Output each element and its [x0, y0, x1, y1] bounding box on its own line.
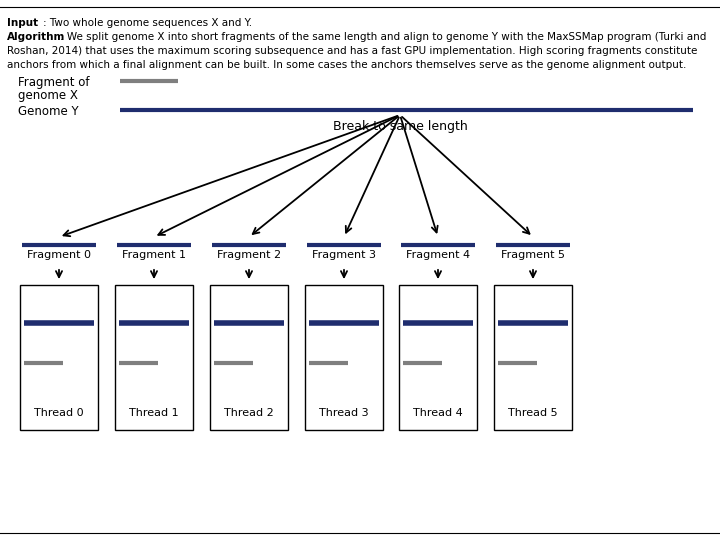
- Text: Fragment of: Fragment of: [18, 76, 89, 89]
- Text: Fragment 3: Fragment 3: [312, 250, 376, 260]
- Text: Thread 1: Thread 1: [129, 408, 179, 418]
- Text: Fragment 5: Fragment 5: [501, 250, 565, 260]
- Text: Thread 5: Thread 5: [508, 408, 558, 418]
- Bar: [399, 285, 477, 430]
- Text: Roshan, 2014) that uses the maximum scoring subsequence and has a fast GPU imple: Roshan, 2014) that uses the maximum scor…: [7, 46, 698, 56]
- Text: Fragment 4: Fragment 4: [406, 250, 470, 260]
- Text: : Two whole genome sequences X and Y.: : Two whole genome sequences X and Y.: [43, 18, 252, 28]
- Text: Input: Input: [7, 18, 38, 28]
- Bar: [210, 285, 288, 430]
- Text: : We split genome X into short fragments of the same length and align to genome : : We split genome X into short fragments…: [60, 32, 706, 42]
- Text: Break to same length: Break to same length: [333, 120, 467, 133]
- Text: Fragment 0: Fragment 0: [27, 250, 91, 260]
- Bar: [305, 285, 383, 430]
- Text: genome X: genome X: [18, 89, 78, 102]
- Text: Thread 2: Thread 2: [224, 408, 274, 418]
- Text: Fragment 2: Fragment 2: [217, 250, 281, 260]
- Bar: [494, 285, 572, 430]
- Text: Algorithm: Algorithm: [7, 32, 66, 42]
- Text: Thread 4: Thread 4: [413, 408, 463, 418]
- Bar: [20, 285, 98, 430]
- Text: Thread 0: Thread 0: [34, 408, 84, 418]
- Text: anchors from which a final alignment can be built. In some cases the anchors the: anchors from which a final alignment can…: [7, 60, 686, 70]
- Bar: [115, 285, 193, 430]
- Text: Genome Y: Genome Y: [18, 105, 78, 118]
- Text: Thread 3: Thread 3: [319, 408, 369, 418]
- Text: Fragment 1: Fragment 1: [122, 250, 186, 260]
